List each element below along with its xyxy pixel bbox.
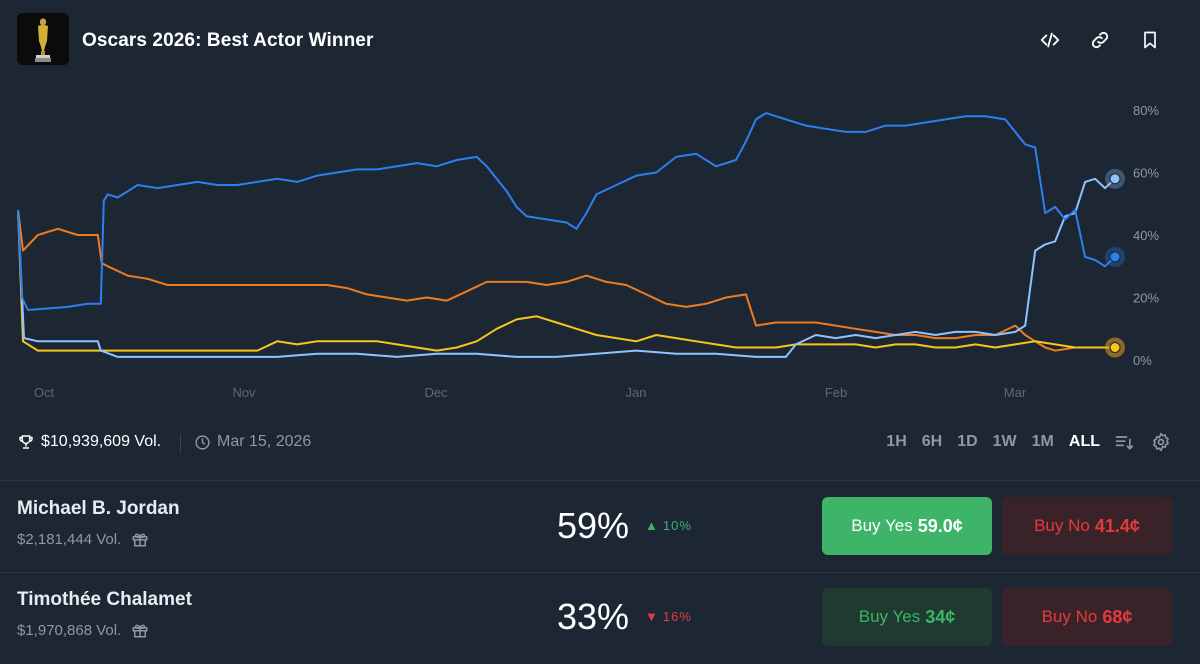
total-volume: $10,939,609 Vol. — [17, 433, 161, 451]
trophy-icon — [19, 435, 33, 449]
candidate-volume: $1,970,868 Vol. — [17, 621, 149, 639]
candidate-volume-text: $2,181,444 Vol. — [17, 530, 122, 548]
end-date-text: Mar 15, 2026 — [217, 433, 312, 450]
range-1h[interactable]: 1H — [886, 433, 907, 450]
triangle-down-icon: ▼ — [645, 609, 659, 624]
buy-yes-price: 34¢ — [925, 606, 956, 627]
buy-no-price: 68¢ — [1102, 606, 1133, 627]
x-tick-label: Mar — [1004, 385, 1027, 400]
y-tick-label: 60% — [1133, 166, 1159, 181]
probability-change: ▲ 10% — [645, 518, 692, 533]
oscar-statuette-logo — [17, 13, 69, 65]
buy-yes-button[interactable]: Buy Yes 59.0¢ — [822, 497, 992, 555]
triangle-up-icon: ▲ — [645, 518, 659, 533]
sort-icon[interactable] — [1113, 431, 1135, 453]
market-stats-bar: $10,939,609 Vol. Mar 15, 2026 1H 6H 1D 1… — [0, 425, 1200, 461]
total-volume-text: $10,939,609 Vol. — [41, 433, 162, 450]
candidate-probability: 33% — [557, 596, 630, 637]
series-end-dot — [1109, 173, 1121, 185]
y-tick-label: 0% — [1133, 353, 1152, 368]
range-1w[interactable]: 1W — [992, 433, 1017, 450]
series-line — [17, 209, 1115, 352]
buy-yes-label: Buy Yes — [851, 516, 913, 535]
stats-separator — [180, 434, 181, 452]
link-icon[interactable] — [1087, 27, 1113, 53]
row-divider — [0, 480, 1200, 481]
series-end-dot — [1109, 251, 1121, 263]
series-line — [17, 177, 1116, 358]
y-tick-label: 20% — [1133, 291, 1159, 306]
y-tick-label: 80% — [1133, 103, 1159, 118]
probability-change-text: 10% — [662, 518, 692, 533]
series-end-dot — [1109, 342, 1121, 353]
buy-yes-price: 59.0¢ — [917, 515, 963, 536]
buy-no-label: Buy No — [1034, 516, 1090, 535]
x-tick-label: Feb — [825, 385, 847, 400]
buy-yes-label: Buy Yes — [858, 607, 921, 626]
page-title: Oscars 2026: Best Actor Winner — [82, 30, 374, 51]
market-header: Oscars 2026: Best Actor Winner — [0, 0, 1200, 82]
end-date: Mar 15, 2026 — [194, 433, 311, 451]
gift-icon[interactable] — [131, 530, 149, 548]
x-tick-label: Oct — [34, 385, 55, 400]
candidate-probability: 59% — [557, 505, 630, 546]
embed-code-icon[interactable] — [1037, 27, 1063, 53]
candidate-name: Michael B. Jordan — [17, 498, 180, 519]
buy-no-label: Buy No — [1041, 607, 1098, 626]
gift-icon[interactable] — [131, 621, 149, 639]
x-tick-label: Nov — [232, 385, 256, 400]
bookmark-icon[interactable] — [1137, 27, 1163, 53]
probability-change: ▼ 16% — [645, 609, 692, 624]
time-range-selector: 1H 6H 1D 1W 1M ALL — [871, 433, 1100, 451]
y-tick-label: 40% — [1133, 228, 1159, 243]
range-6h[interactable]: 6H — [921, 433, 943, 450]
outcome-row: Michael B. Jordan $2,181,444 Vol. 59% ▲ … — [0, 481, 1200, 571]
x-tick-label: Jan — [626, 385, 647, 400]
buy-no-button[interactable]: Buy No 41.4¢ — [1002, 497, 1172, 555]
candidate-name: Timothée Chalamet — [17, 589, 192, 610]
buy-yes-button[interactable]: Buy Yes 34¢ — [822, 588, 992, 646]
buy-no-price: 41.4¢ — [1094, 515, 1140, 536]
series-line — [17, 112, 1116, 311]
outcome-row: Timothée Chalamet $1,970,868 Vol. 33% ▼ … — [0, 572, 1200, 662]
settings-gear-icon[interactable] — [1150, 431, 1172, 453]
candidate-volume: $2,181,444 Vol. — [17, 530, 149, 548]
x-tick-label: Dec — [424, 385, 448, 400]
series-line — [17, 209, 1115, 352]
price-chart[interactable]: 0% 20% 40% 60% 80% Oct Nov Dec Jan Feb Mar — [0, 90, 1200, 410]
range-1d[interactable]: 1D — [957, 433, 978, 450]
row-divider — [0, 572, 1200, 573]
clock-icon — [195, 434, 210, 450]
candidate-volume-text: $1,970,868 Vol. — [17, 621, 122, 639]
range-1m[interactable]: 1M — [1031, 433, 1054, 450]
buy-no-button[interactable]: Buy No 68¢ — [1002, 588, 1172, 646]
probability-change-text: 16% — [662, 609, 692, 624]
range-all[interactable]: ALL — [1068, 433, 1100, 450]
